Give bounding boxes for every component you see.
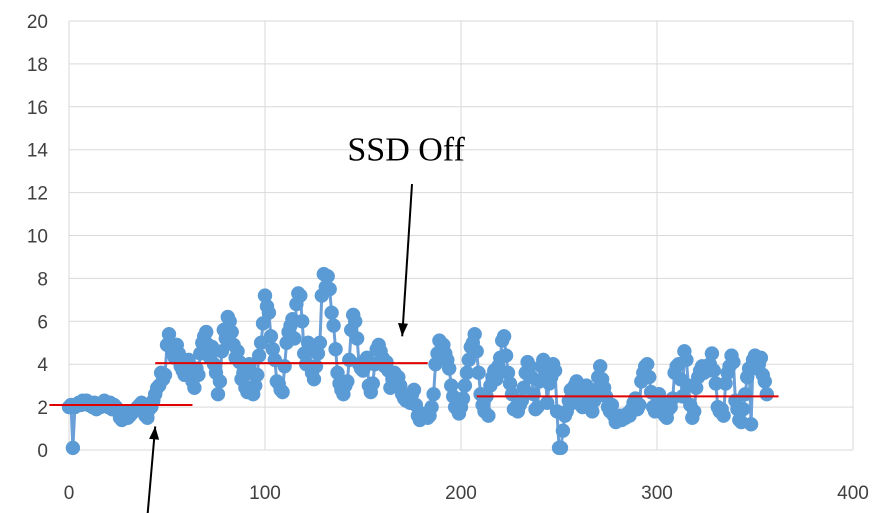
data-point: [753, 350, 769, 366]
data-point: [322, 281, 337, 297]
x-tick-label: 0: [64, 483, 75, 504]
y-tick-label: 20: [27, 12, 48, 33]
data-point: [498, 348, 514, 363]
grid: [68, 20, 854, 451]
data-point: [212, 374, 228, 389]
data-point: [293, 288, 308, 303]
data-point: [686, 404, 702, 419]
data-point: [224, 324, 239, 340]
data-point: [347, 314, 363, 329]
y-tick-label: 18: [27, 55, 48, 76]
data-point: [481, 408, 496, 423]
data-point: [737, 386, 753, 402]
data-point: [759, 386, 775, 402]
data-point: [261, 305, 277, 320]
data-point: [249, 367, 265, 383]
data-point: [324, 305, 339, 320]
data-point: [679, 352, 694, 368]
x-tick-label: 100: [249, 483, 281, 504]
data-point: [312, 335, 328, 351]
data-point: [406, 382, 422, 398]
data-point: [157, 367, 173, 383]
data-point: [426, 386, 441, 402]
reference-lines: [49, 362, 779, 406]
y-tick-label: 10: [27, 227, 48, 248]
data-point: [326, 318, 341, 333]
data-point: [704, 346, 720, 361]
data-point: [641, 369, 657, 385]
data-point: [277, 359, 292, 374]
data-point: [441, 361, 457, 376]
annotation-arrow-line: [401, 183, 413, 337]
data-point: [757, 374, 773, 389]
data-point: [547, 363, 563, 378]
data-point: [735, 401, 751, 417]
data-point: [306, 371, 322, 387]
data-point: [365, 376, 381, 391]
annotation-arrow-line: [146, 426, 157, 513]
data-point: [706, 363, 722, 378]
data-point: [424, 399, 439, 415]
data-point: [726, 354, 741, 370]
data-point: [455, 391, 471, 406]
y-tick-label: 4: [37, 355, 48, 376]
data-point: [639, 356, 655, 372]
data-point: [457, 378, 473, 393]
y-tick-label: 2: [37, 398, 48, 419]
data-point: [320, 269, 335, 284]
data-series: [61, 266, 775, 456]
data-point: [328, 341, 343, 357]
x-tick-label: 300: [641, 483, 673, 504]
data-point: [308, 359, 324, 374]
data-point: [294, 314, 310, 329]
data-point: [287, 331, 302, 346]
y-tick-label: 6: [37, 312, 48, 333]
data-point: [198, 324, 214, 340]
data-point: [716, 408, 731, 423]
data-point: [592, 359, 608, 374]
y-tick-label: 14: [27, 141, 49, 162]
data-point: [496, 329, 512, 344]
data-point: [210, 386, 226, 402]
x-tick-label: 400: [837, 483, 869, 504]
annotation-arrowhead: [149, 426, 160, 440]
data-point: [187, 380, 202, 396]
data-point: [251, 348, 267, 363]
x-tick-label: 200: [445, 483, 477, 504]
data-point: [65, 440, 81, 456]
data-point: [553, 440, 569, 456]
data-point: [526, 386, 541, 402]
y-tick-label: 12: [27, 184, 48, 205]
data-point: [469, 344, 484, 359]
data-point: [471, 365, 486, 381]
data-point: [263, 329, 279, 344]
data-point: [340, 374, 355, 389]
y-tick-label: 16: [27, 98, 48, 119]
data-point: [191, 367, 206, 383]
y-tick-label: 8: [37, 269, 48, 290]
data-point: [275, 384, 290, 400]
data-point: [349, 331, 365, 346]
data-point: [743, 417, 759, 432]
annotations: SSD Off: [146, 131, 466, 513]
data-point: [632, 397, 647, 413]
annotation-label: SSD Off: [347, 131, 465, 168]
annotation-arrowhead: [398, 323, 408, 337]
data-point: [555, 423, 571, 438]
data-point: [467, 326, 482, 342]
y-tick-label: 0: [37, 441, 48, 462]
